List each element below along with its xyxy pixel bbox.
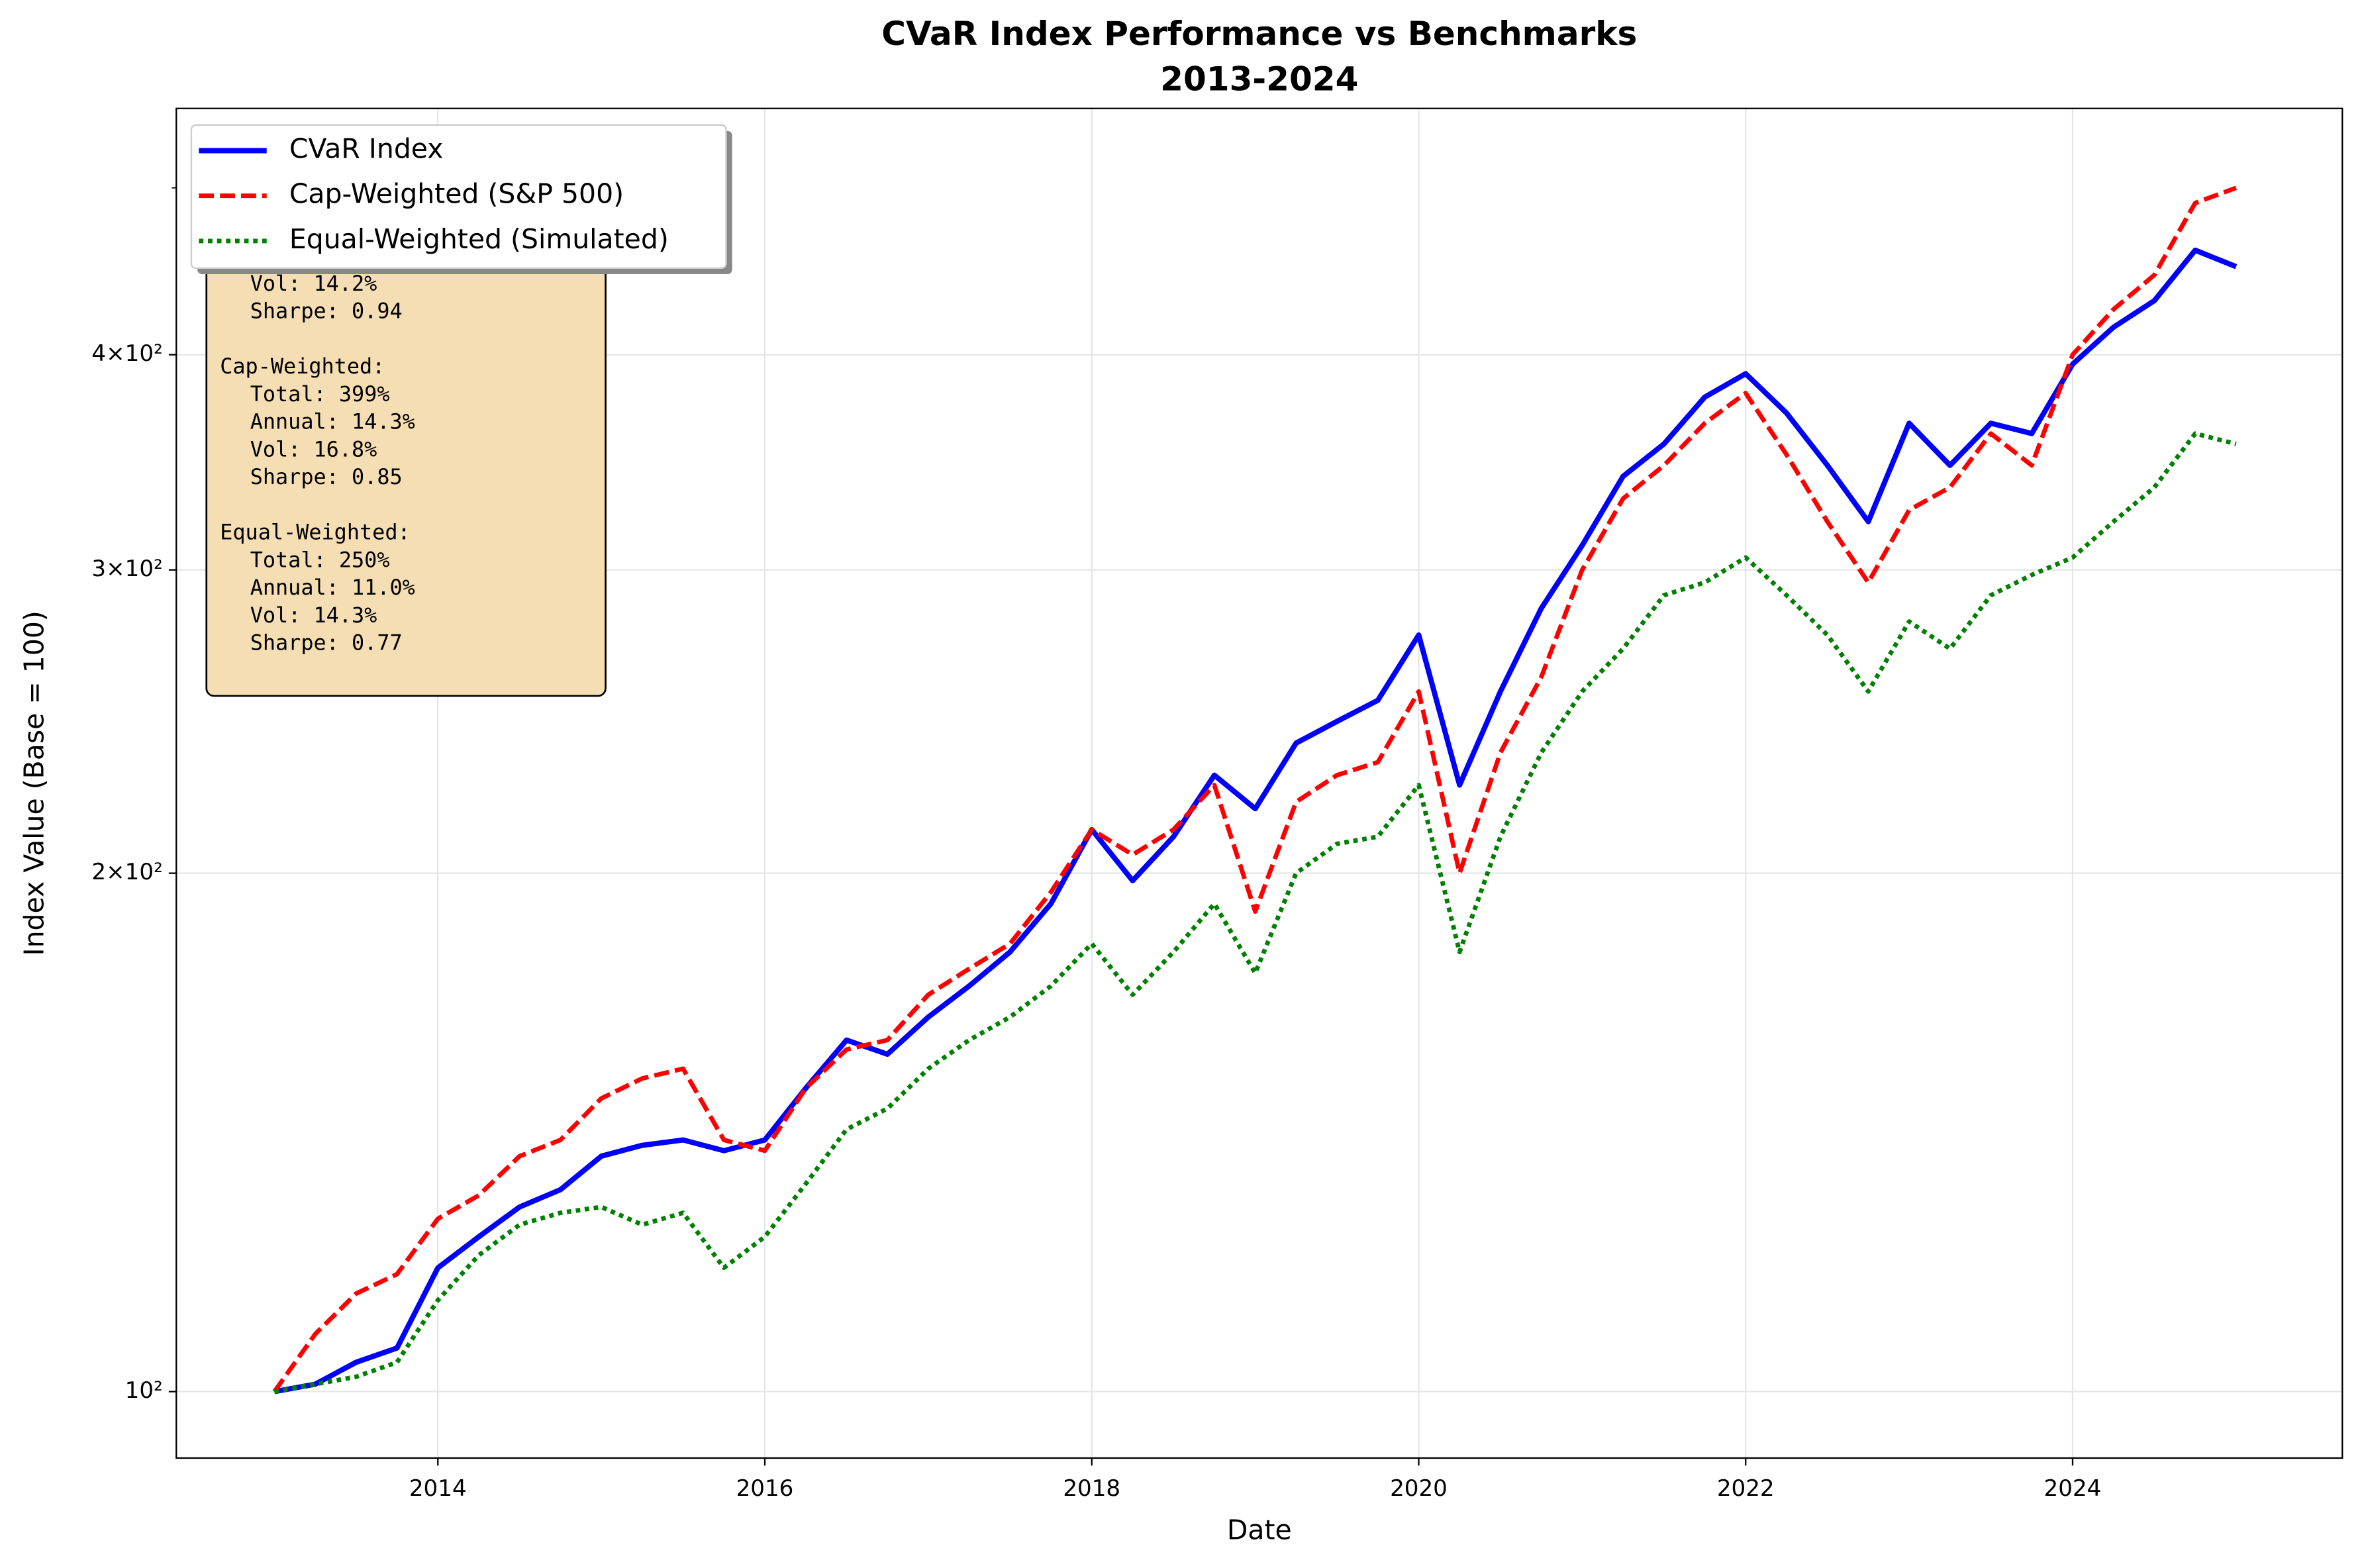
x-tick-label: 2022: [1717, 1475, 1775, 1502]
x-tick-label: 2024: [2044, 1475, 2102, 1502]
stats-header: Equal-Weighted:: [220, 520, 410, 545]
stats-line: Total: 399%: [250, 381, 390, 407]
stats-line: Annual: 14.3%: [250, 409, 415, 434]
legend-label: Equal-Weighted (Simulated): [289, 223, 669, 255]
stats-line: Sharpe: 0.77: [250, 630, 403, 656]
stats-line: Vol: 16.8%: [250, 436, 377, 462]
chart-title: CVaR Index Performance vs Benchmarks: [881, 15, 1637, 53]
stats-line: Annual: 11.0%: [250, 575, 415, 600]
y-tick-label: 10²: [125, 1377, 163, 1404]
legend-label: CVaR Index: [289, 132, 444, 164]
x-tick-label: 2020: [1390, 1475, 1448, 1502]
stats-line: Sharpe: 0.94: [250, 299, 403, 324]
y-tick-label: 2×10²: [91, 859, 162, 885]
chart-subtitle: 2013-2024: [1160, 60, 1358, 98]
y-tick-label: 4×10²: [91, 340, 162, 367]
series-line: [273, 247, 2238, 1395]
stats-line: Vol: 14.3%: [250, 603, 377, 628]
legend-label: Cap-Weighted (S&P 500): [289, 178, 624, 210]
y-axis-label: Index Value (Base = 100): [19, 611, 50, 956]
stats-line: Total: 250%: [250, 547, 390, 572]
series-line: [272, 185, 2238, 1393]
x-axis-label: Date: [1227, 1514, 1292, 1545]
stats-line: Sharpe: 0.85: [250, 464, 403, 489]
x-tick-label: 2016: [736, 1475, 794, 1502]
y-tick-label: 3×10²: [91, 556, 162, 582]
series-line: [273, 431, 2237, 1394]
x-tick-label: 2014: [409, 1475, 467, 1502]
plot-frame: [175, 107, 2343, 1459]
legend-box: [190, 124, 727, 270]
x-tick-label: 2018: [1063, 1475, 1120, 1502]
stats-line: Vol: 14.2%: [250, 271, 377, 296]
stats-header: Cap-Weighted:: [220, 354, 385, 379]
